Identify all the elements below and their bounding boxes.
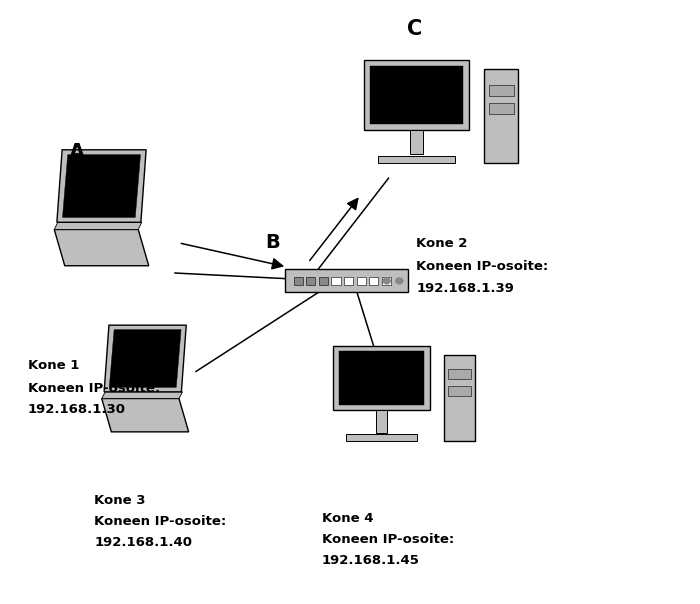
FancyBboxPatch shape bbox=[489, 103, 514, 114]
Text: Kone 2: Kone 2 bbox=[416, 237, 468, 251]
FancyBboxPatch shape bbox=[376, 410, 387, 432]
FancyBboxPatch shape bbox=[489, 85, 514, 95]
FancyBboxPatch shape bbox=[294, 277, 302, 285]
FancyBboxPatch shape bbox=[370, 66, 463, 124]
Text: Kone 4: Kone 4 bbox=[322, 512, 374, 525]
Polygon shape bbox=[54, 230, 148, 266]
Circle shape bbox=[396, 278, 403, 284]
Text: 192.168.1.45: 192.168.1.45 bbox=[322, 554, 420, 568]
FancyBboxPatch shape bbox=[286, 269, 407, 292]
FancyBboxPatch shape bbox=[332, 277, 341, 285]
Text: Koneen IP-osoite:: Koneen IP-osoite: bbox=[28, 382, 160, 395]
FancyBboxPatch shape bbox=[370, 277, 378, 285]
Text: Koneen IP-osoite:: Koneen IP-osoite: bbox=[416, 260, 549, 273]
FancyBboxPatch shape bbox=[346, 434, 417, 441]
Polygon shape bbox=[109, 330, 181, 387]
FancyBboxPatch shape bbox=[333, 347, 430, 410]
Text: Kone 3: Kone 3 bbox=[94, 494, 146, 507]
FancyBboxPatch shape bbox=[364, 60, 469, 130]
Text: 192.168.1.40: 192.168.1.40 bbox=[94, 536, 192, 550]
Text: 192.168.1.39: 192.168.1.39 bbox=[416, 282, 514, 295]
Polygon shape bbox=[102, 392, 183, 399]
FancyBboxPatch shape bbox=[344, 277, 353, 285]
Text: Kone 1: Kone 1 bbox=[28, 359, 79, 373]
FancyBboxPatch shape bbox=[444, 355, 475, 441]
Text: C: C bbox=[407, 19, 423, 39]
FancyBboxPatch shape bbox=[448, 369, 471, 379]
Text: 192.168.1.30: 192.168.1.30 bbox=[28, 403, 126, 416]
FancyBboxPatch shape bbox=[339, 352, 424, 405]
FancyBboxPatch shape bbox=[318, 277, 328, 285]
Polygon shape bbox=[54, 222, 141, 230]
Circle shape bbox=[384, 278, 391, 284]
Text: Koneen IP-osoite:: Koneen IP-osoite: bbox=[322, 533, 454, 547]
Text: A: A bbox=[69, 143, 85, 163]
Polygon shape bbox=[104, 325, 186, 392]
FancyBboxPatch shape bbox=[356, 277, 365, 285]
FancyBboxPatch shape bbox=[410, 130, 423, 154]
FancyBboxPatch shape bbox=[382, 277, 391, 285]
FancyBboxPatch shape bbox=[484, 69, 518, 163]
Polygon shape bbox=[57, 150, 146, 222]
FancyBboxPatch shape bbox=[448, 385, 471, 396]
FancyBboxPatch shape bbox=[378, 156, 455, 163]
FancyBboxPatch shape bbox=[307, 277, 315, 285]
Text: Koneen IP-osoite:: Koneen IP-osoite: bbox=[94, 515, 227, 528]
Polygon shape bbox=[102, 399, 188, 432]
Polygon shape bbox=[62, 155, 141, 217]
Text: B: B bbox=[265, 234, 281, 252]
